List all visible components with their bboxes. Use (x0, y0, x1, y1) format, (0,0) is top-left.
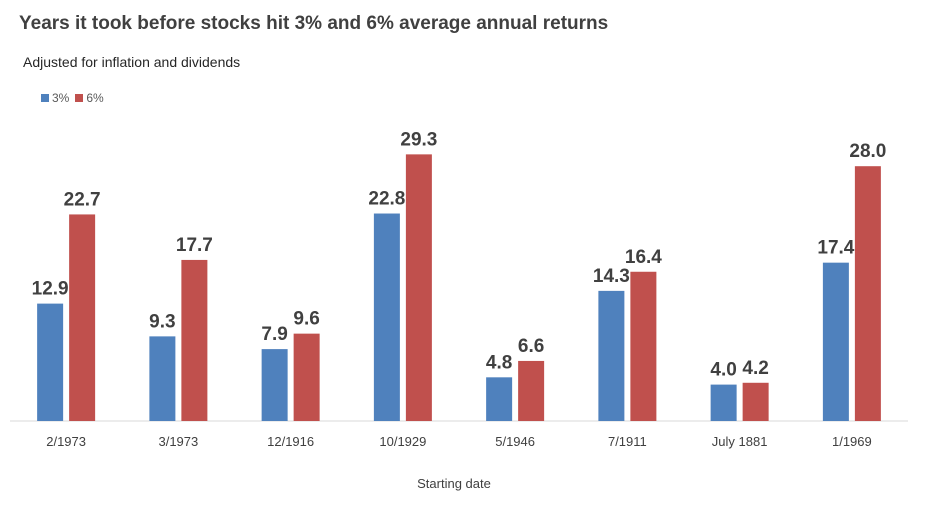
x-tick-label-4: 5/1946 (495, 434, 535, 449)
data-label-3pct-1: 9.3 (149, 311, 175, 332)
bar-3pct-6 (710, 384, 737, 421)
legend-item-3pct: 3% (41, 91, 69, 105)
data-label-6pct-6: 4.2 (742, 358, 768, 379)
bar-6pct-6 (742, 382, 769, 421)
legend-item-6pct: 6% (75, 91, 104, 105)
legend-swatch-3pct (41, 94, 49, 102)
bar-3pct-7 (822, 262, 849, 421)
data-label-3pct-7: 17.4 (817, 238, 854, 259)
bar-3pct-0 (37, 303, 64, 421)
data-label-6pct-0: 22.7 (64, 189, 101, 210)
bar-3pct-1 (149, 336, 176, 421)
legend-swatch-6pct (75, 94, 84, 102)
x-tick-label-3: 10/1929 (379, 434, 426, 449)
data-labels-layer: 12.922.79.317.77.99.622.829.34.86.614.31… (32, 129, 887, 380)
data-label-6pct-5: 16.4 (625, 247, 662, 268)
bar-6pct-5 (630, 271, 657, 421)
bar-6pct-4 (518, 360, 545, 421)
data-label-3pct-5: 14.3 (593, 266, 630, 287)
bars-layer (37, 154, 881, 421)
bar-6pct-3 (405, 154, 432, 421)
chart-title: Years it took before stocks hit 3% and 6… (19, 13, 609, 34)
x-tick-label-6: July 1881 (712, 434, 768, 449)
bar-3pct-4 (486, 377, 513, 421)
legend-label-3pct: 3% (52, 91, 70, 105)
data-label-3pct-4: 4.8 (486, 352, 512, 373)
bar-3pct-5 (598, 290, 625, 421)
data-label-3pct-3: 22.8 (368, 189, 405, 210)
x-axis-title: Starting date (417, 476, 491, 491)
legend: 3% 6% (41, 91, 104, 105)
bar-6pct-7 (854, 166, 881, 421)
data-label-3pct-0: 12.9 (32, 279, 69, 300)
x-tick-label-7: 1/1969 (832, 434, 872, 449)
data-label-6pct-1: 17.7 (176, 235, 213, 256)
data-label-3pct-6: 4.0 (710, 360, 736, 381)
legend-label-6pct: 6% (86, 91, 104, 105)
data-label-6pct-4: 6.6 (518, 336, 544, 357)
data-label-3pct-2: 7.9 (261, 324, 287, 345)
x-tick-label-0: 2/1973 (46, 434, 86, 449)
chart-subtitle: Adjusted for inflation and dividends (23, 54, 241, 70)
x-tick-label-1: 3/1973 (158, 434, 198, 449)
bar-6pct-1 (181, 259, 208, 421)
bar-6pct-0 (69, 214, 96, 421)
bar-3pct-3 (373, 213, 400, 421)
bar-6pct-2 (293, 333, 320, 421)
x-tick-label-2: 12/1916 (267, 434, 314, 449)
bar-3pct-2 (261, 349, 288, 421)
data-label-6pct-2: 9.6 (293, 309, 319, 330)
x-tick-label-5: 7/1911 (608, 434, 647, 449)
data-label-6pct-3: 29.3 (400, 129, 437, 150)
x-tick-labels: 2/1973 3/1973 12/1916 10/1929 5/1946 7/1911 Ju… (46, 434, 872, 449)
data-label-6pct-7: 28.0 (849, 141, 886, 162)
